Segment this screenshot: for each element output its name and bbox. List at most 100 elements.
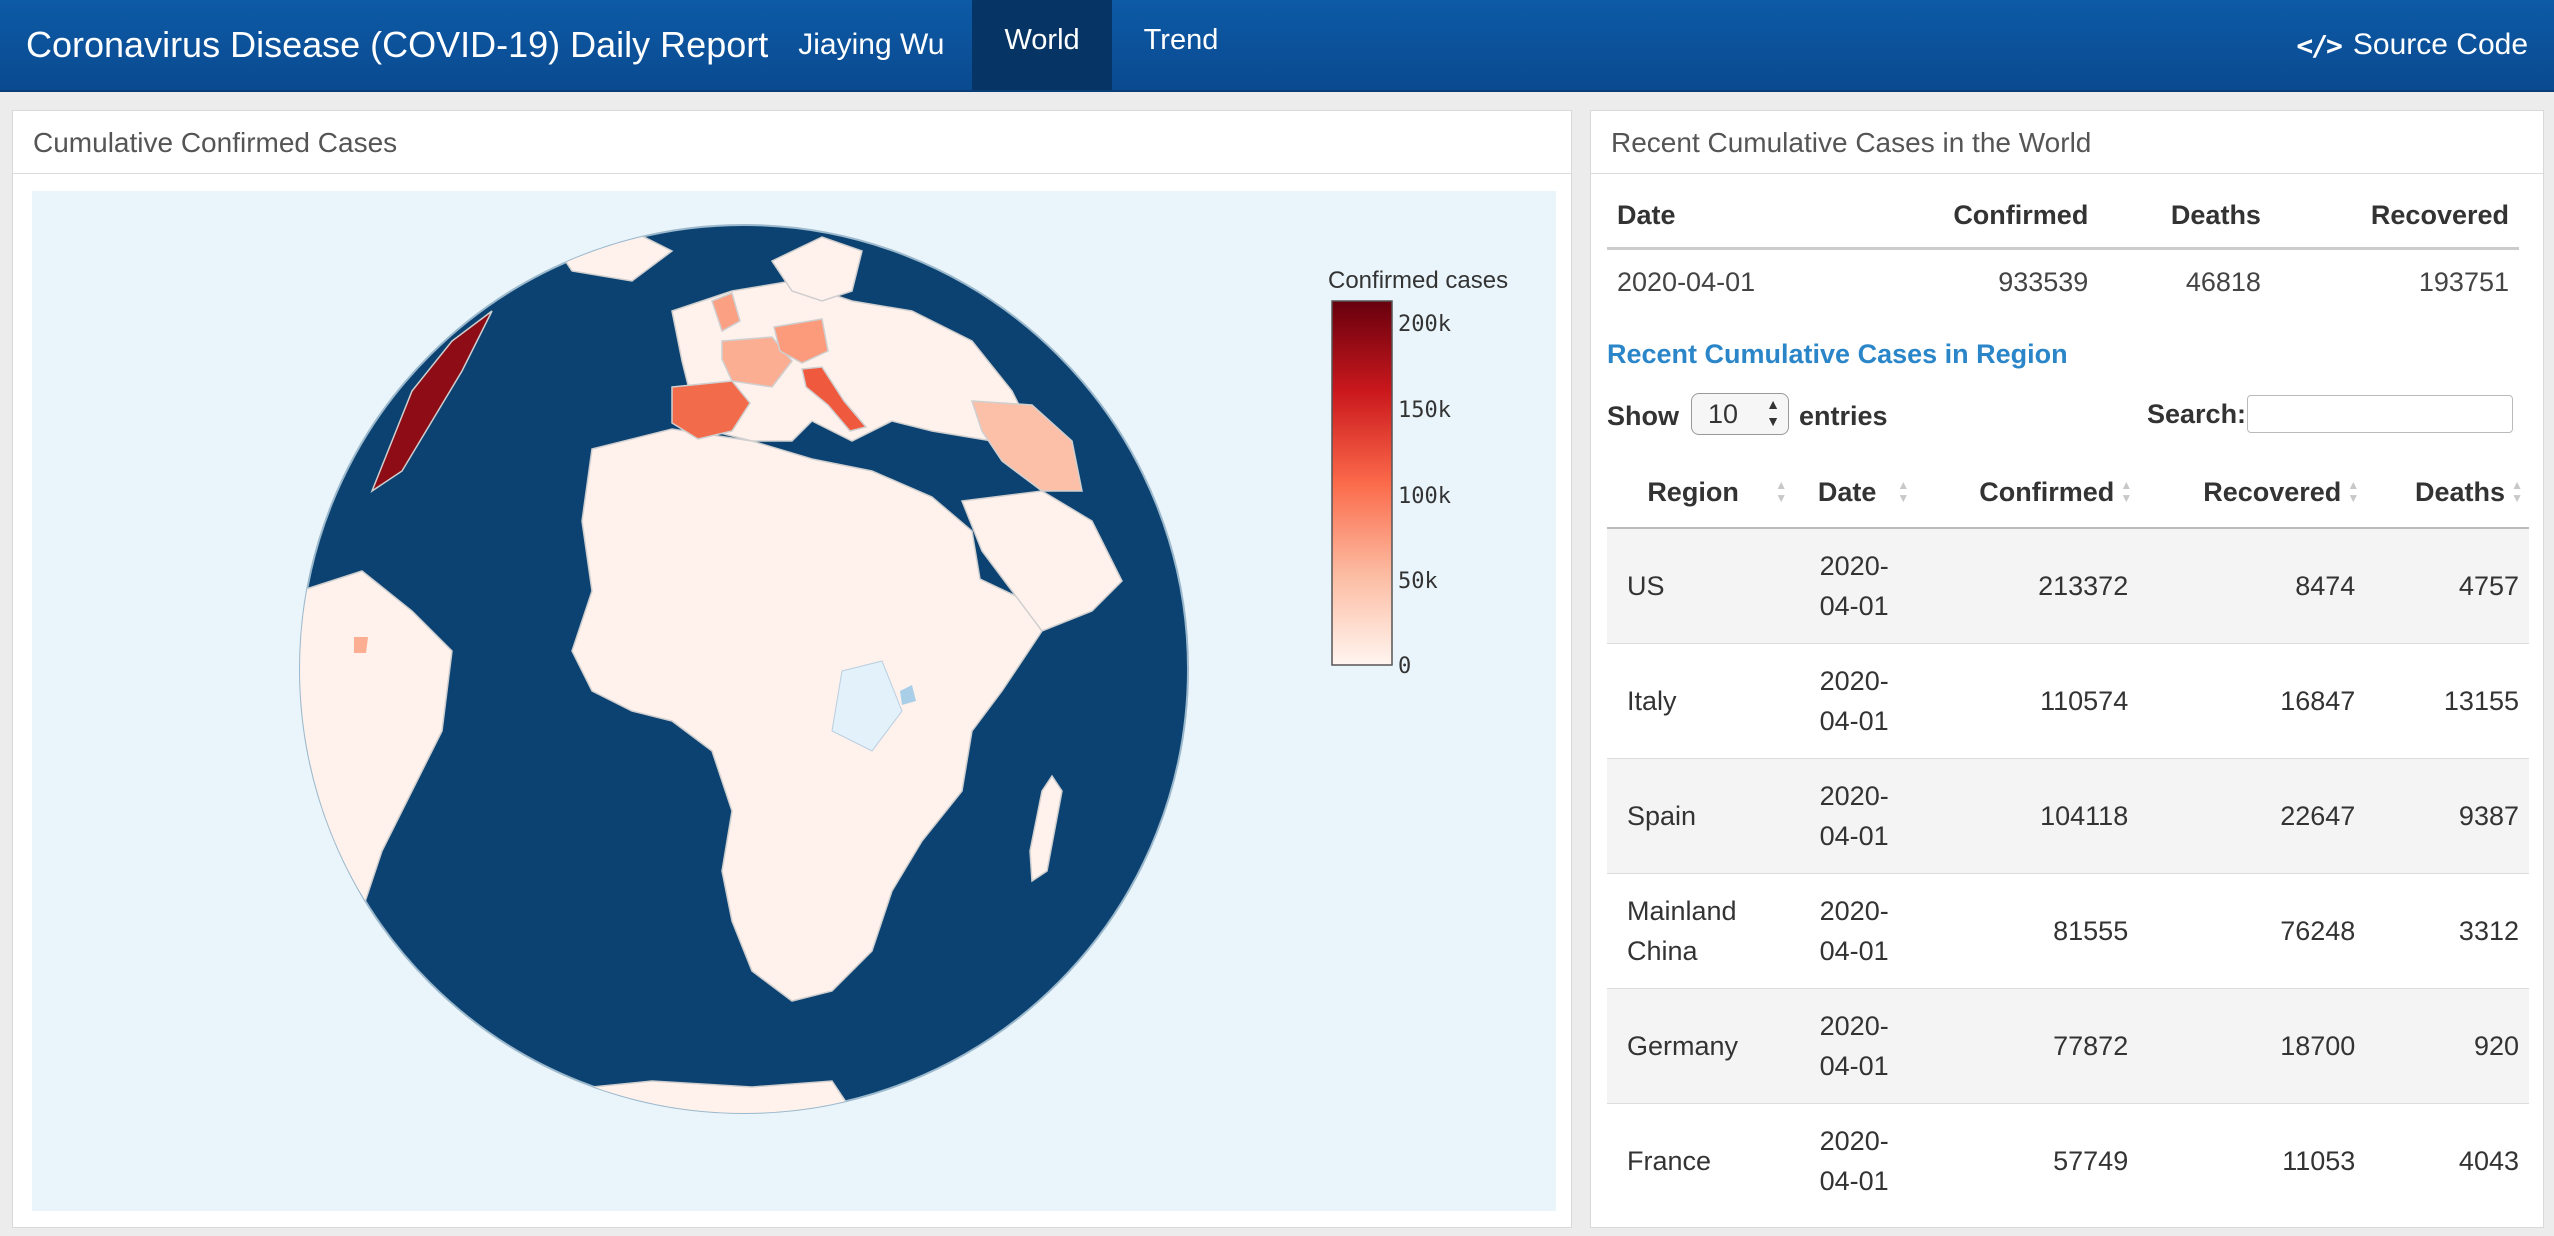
sort-icon: ▲ ▼ <box>1897 478 1910 505</box>
land-scandinavia <box>770 236 863 302</box>
world-recovered: 193751 <box>2418 266 2509 297</box>
land-arabia <box>960 490 1123 632</box>
search-label: Search: <box>2147 399 2247 429</box>
cell-deaths: 4043 <box>2365 1103 2529 1218</box>
entries-label: entries <box>1799 401 1888 431</box>
stats-panel: Recent Cumulative Cases in the World Dat… <box>1590 110 2544 1228</box>
region-france <box>721 336 793 388</box>
table-row: US 2020- 04-01 213372 8474 4757 <box>1607 527 2529 644</box>
map-panel-title: Cumulative Confirmed Cases <box>13 111 1571 174</box>
source-code-label: Source Code <box>2352 28 2528 61</box>
app-title[interactable]: Coronavirus Disease (COVID-19) Daily Rep… <box>26 24 769 65</box>
region-us <box>370 310 493 493</box>
globe-svg[interactable]: Confirmed cases 200k 150k 100k 50k 0 <box>32 191 1556 1211</box>
world-deaths: 46818 <box>2185 266 2261 297</box>
show-label: Show <box>1607 401 1679 431</box>
cell-region: Italy <box>1607 643 1794 759</box>
region-heading: Recent Cumulative Cases in Region <box>1607 339 2068 369</box>
cell-confirmed: 77872 <box>1915 988 2139 1104</box>
land-africa <box>571 428 1043 1002</box>
table-controls: Show 10 ▲ ▼ entries Search: <box>1607 393 2519 437</box>
sort-icon: ▲ ▼ <box>2120 478 2133 505</box>
land-antarctica <box>549 1080 854 1113</box>
legend-tick-50k: 50k <box>1398 569 1438 594</box>
region-italy <box>801 366 868 432</box>
header-date[interactable]: Date ▲ ▼ <box>1793 457 1916 529</box>
cell-region: Germany <box>1607 988 1794 1104</box>
cell-date: 2020- 04-01 <box>1793 527 1916 644</box>
legend-title: Confirmed cases <box>1328 267 1508 294</box>
search-input[interactable] <box>2247 395 2513 433</box>
cell-recovered: 16847 <box>2138 643 2366 759</box>
cell-recovered: 76248 <box>2138 873 2366 989</box>
region-brazil-spot <box>354 637 368 653</box>
land-madagascar <box>1029 774 1063 883</box>
header-recovered[interactable]: Recovered ▲ ▼ <box>2138 457 2366 529</box>
cell-region: US <box>1607 527 1794 644</box>
table-row: Germany 2020- 04-01 77872 18700 920 <box>1607 988 2529 1104</box>
world-header-row: Date Confirmed Deaths Recovered <box>1607 183 2519 250</box>
cell-confirmed: 213372 <box>1915 527 2139 644</box>
entries-select[interactable]: 10 ▲ ▼ <box>1691 393 1789 435</box>
table-row: Italy 2020- 04-01 110574 16847 13155 <box>1607 643 2529 759</box>
select-arrows-icon: ▲ ▼ <box>1766 396 1780 429</box>
cell-deaths: 13155 <box>2365 643 2529 759</box>
source-code-link[interactable]: </> Source Code <box>2296 0 2528 90</box>
region-table: Region ▲ ▼ Date ▲ ▼ Confirmed ▲ ▼ Recovered ▲ ▼ … <box>1607 457 2529 1218</box>
cell-recovered: 22647 <box>2138 758 2366 874</box>
legend-tick-0: 0 <box>1398 654 1411 679</box>
navbar: Coronavirus Disease (COVID-19) Daily Rep… <box>0 0 2554 92</box>
nav-author[interactable]: Jiaying Wu <box>798 28 945 61</box>
region-header-row: Region ▲ ▼ Date ▲ ▼ Confirmed ▲ ▼ Recovered ▲ ▼ … <box>1607 457 2529 529</box>
lake-victoria <box>900 685 916 705</box>
world-header-confirmed: Confirmed <box>1855 183 2099 250</box>
legend-colorbar <box>1331 300 1393 666</box>
world-panel-title: Recent Cumulative Cases in the World <box>1591 111 2543 174</box>
cell-confirmed: 57749 <box>1915 1103 2139 1218</box>
legend-tick-200k: 200k <box>1398 312 1451 337</box>
region-uk <box>711 291 741 333</box>
cell-deaths: 4757 <box>2365 527 2529 644</box>
world-date: 2020-04-01 <box>1617 266 1756 297</box>
code-icon: </> <box>2296 28 2343 62</box>
cell-date: 2020- 04-01 <box>1793 873 1916 989</box>
world-header-deaths: Deaths <box>2098 183 2271 250</box>
cell-confirmed: 110574 <box>1915 643 2139 759</box>
lake-region <box>831 660 903 752</box>
region-iran <box>970 400 1083 492</box>
world-row: 2020-04-01 933539 46818 193751 <box>1607 249 2519 315</box>
cell-confirmed: 81555 <box>1915 873 2139 989</box>
table-row: France 2020- 04-01 57749 11053 4043 <box>1607 1103 2529 1218</box>
world-header-date: Date <box>1607 183 1856 250</box>
cell-date: 2020- 04-01 <box>1793 643 1916 759</box>
legend-tick-100k: 100k <box>1398 484 1451 509</box>
cell-deaths: 3312 <box>2365 873 2529 989</box>
cell-deaths: 920 <box>2365 988 2529 1104</box>
world-summary-table: Date Confirmed Deaths Recovered 2020-04-… <box>1607 183 2519 314</box>
cell-recovered: 8474 <box>2138 527 2366 644</box>
header-confirmed[interactable]: Confirmed ▲ ▼ <box>1915 457 2139 529</box>
entries-value: 10 <box>1708 399 1739 429</box>
globe-map[interactable]: Confirmed cases 200k 150k 100k 50k 0 <box>32 191 1556 1211</box>
sort-icon: ▲ ▼ <box>2511 478 2523 505</box>
tab-trend[interactable]: Trend <box>1143 24 1219 56</box>
cell-date: 2020- 04-01 <box>1793 758 1916 874</box>
cell-confirmed: 104118 <box>1915 758 2139 874</box>
cell-recovered: 11053 <box>2138 1103 2366 1218</box>
table-row: Spain 2020- 04-01 104118 22647 9387 <box>1607 758 2529 874</box>
cell-date: 2020- 04-01 <box>1793 988 1916 1104</box>
cell-region: Mainland China <box>1607 873 1794 989</box>
map-panel: Cumulative Confirmed Cases <box>12 110 1572 1228</box>
legend-tick-150k: 150k <box>1398 398 1451 423</box>
cell-recovered: 18700 <box>2138 988 2366 1104</box>
sort-icon: ▲ ▼ <box>2347 478 2360 505</box>
region-germany <box>773 318 829 364</box>
cell-region: Spain <box>1607 758 1794 874</box>
world-header-recovered: Recovered <box>2270 183 2519 250</box>
world-confirmed: 933539 <box>1998 266 2089 297</box>
cell-deaths: 9387 <box>2365 758 2529 874</box>
header-deaths[interactable]: Deaths ▲ ▼ <box>2365 457 2529 529</box>
cell-region: France <box>1607 1103 1794 1218</box>
tab-world[interactable]: World <box>972 0 1112 90</box>
header-region[interactable]: Region ▲ ▼ <box>1607 457 1794 529</box>
